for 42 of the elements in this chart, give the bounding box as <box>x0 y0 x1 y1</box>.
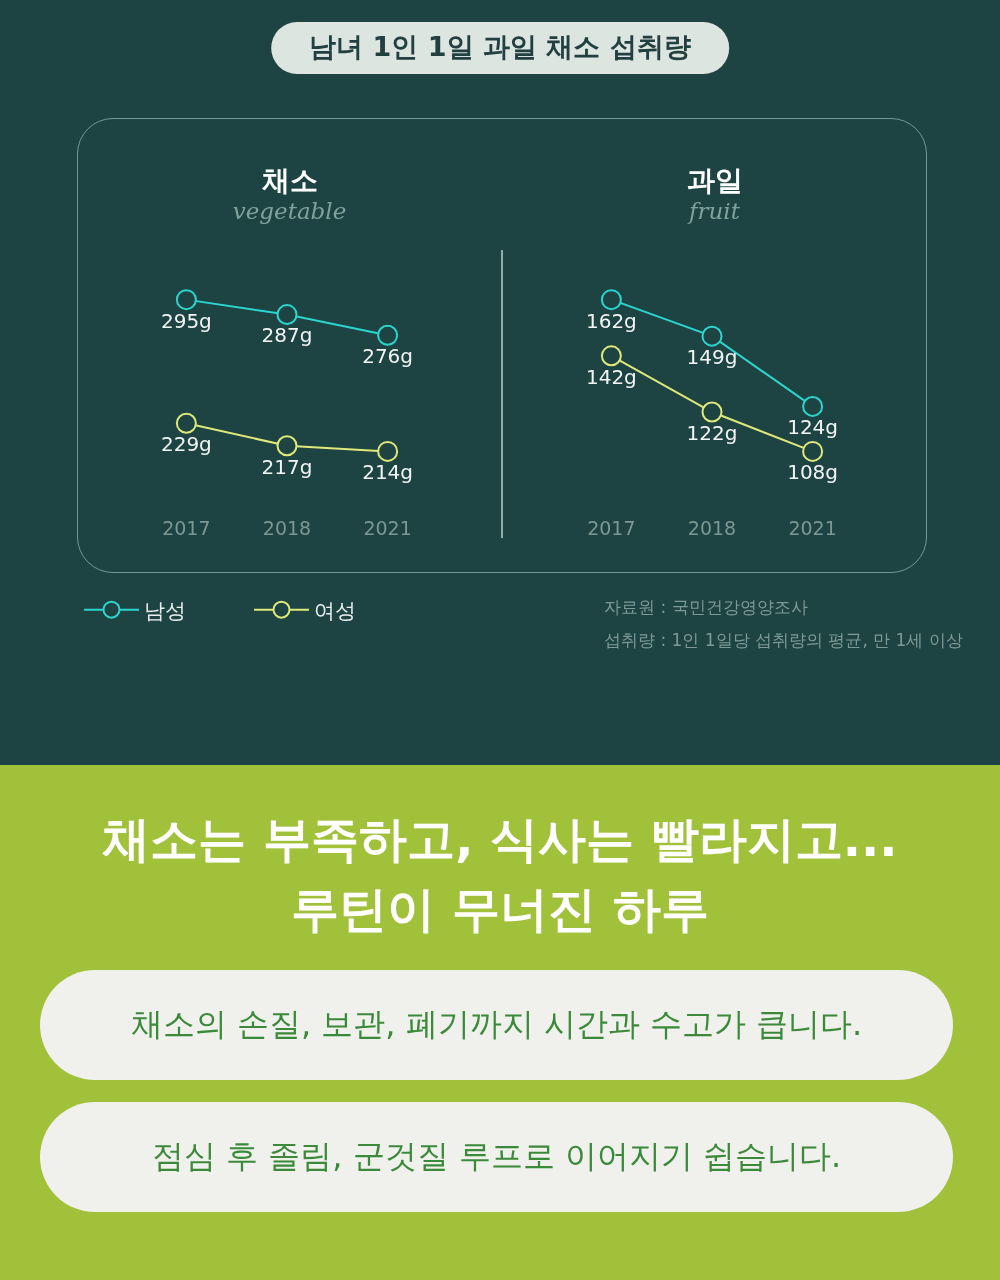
x-tick-label: 2018 <box>687 517 737 539</box>
data-label: 214g <box>362 460 414 485</box>
label-pill: 남녀 1인 1일 과일 채소 섭취량 <box>271 22 729 74</box>
x-tick-label: 2021 <box>788 517 837 539</box>
point <box>377 324 399 346</box>
data-label: 122g <box>686 420 738 445</box>
point <box>802 440 824 462</box>
data-label: 162g <box>585 308 637 333</box>
x-tick-label: 2017 <box>587 517 636 539</box>
text: 채소는 부족하고, 식사는 빨라지고... 루틴이 무너진 하루 <box>102 810 898 939</box>
point <box>600 289 622 311</box>
point <box>701 325 723 347</box>
chart-subtitle: vegetable <box>232 198 347 224</box>
data-label: 287g <box>261 323 313 348</box>
data-label: 108g <box>787 460 839 485</box>
chart-title: 채소 <box>261 164 318 197</box>
text: 자료원 : 국민건강영양조사 <box>604 597 808 617</box>
point <box>377 440 399 462</box>
label-pill: 채소의 손질, 보관, 폐기까지 시간과 수고가 큽니다. <box>40 970 953 1080</box>
data-label: 295g <box>160 308 212 333</box>
x-tick-label: 2021 <box>363 517 412 539</box>
data-label: 124g <box>787 415 839 440</box>
point <box>600 345 622 367</box>
data-label: 142g <box>585 364 637 389</box>
x-tick-label: 2018 <box>262 517 312 539</box>
label-pill: 점심 후 졸림, 군것질 루프로 이어지기 쉽습니다. <box>40 1102 953 1212</box>
data-label: 149g <box>686 345 738 370</box>
chart-subtitle: fruit <box>689 198 740 224</box>
point <box>175 412 197 434</box>
data-label: 217g <box>261 454 313 479</box>
legend-label: 남성 <box>144 598 186 623</box>
point <box>175 289 197 311</box>
data-label: 229g <box>160 432 212 457</box>
point <box>276 435 298 457</box>
point <box>802 395 824 417</box>
point <box>276 304 298 326</box>
legend-label: 여성 <box>314 598 356 623</box>
data-label: 276g <box>362 344 414 369</box>
text: 섭취량 : 1인 1일당 섭취량의 평균, 만 1세 이상 <box>604 630 963 650</box>
x-tick-label: 2017 <box>162 517 211 539</box>
chart-title: 과일 <box>686 164 743 197</box>
point <box>701 401 723 423</box>
